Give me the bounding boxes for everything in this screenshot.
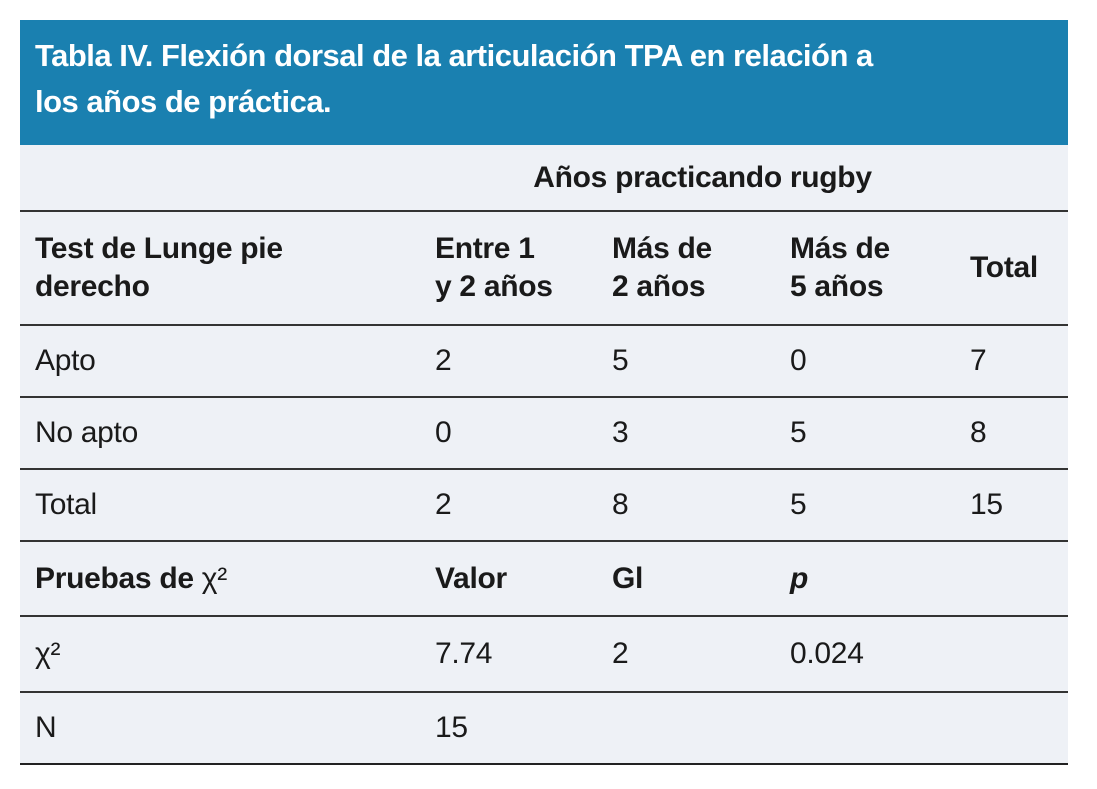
cell-value: 5 [790,488,807,521]
stats-header-p: p [790,561,809,595]
cell-value: 2 [435,488,452,521]
cell-value: 7.74 [435,637,493,670]
table-title: Tabla IV. Flexión dorsal de la articulac… [20,20,1068,145]
cell-value: 2 [612,637,629,670]
stats-row-chi-squared: χ² 7.74 2 0.024 [20,617,1068,693]
group-header-row: Años practicando rugby [20,145,1068,212]
column-header-entre-1-y-2: Entre 1 y 2 años [435,232,553,303]
row-label: Apto [35,344,96,377]
data-table: Años practicando rugby Test de Lunge pie… [20,145,1068,765]
stats-row-n: N 15 [20,693,1068,765]
cell-value: 8 [612,488,629,521]
table-row-apto: Apto 2 5 0 7 [20,326,1068,398]
row-label: N [35,711,57,744]
stats-header-prefix: Pruebas de [35,561,202,595]
cell-value: 5 [790,416,807,449]
row-label: χ² [35,637,61,670]
stats-header-gl: Gl [612,561,644,595]
group-header: Años practicando rugby [533,160,872,194]
column-header-row: Test de Lunge pie derecho Entre 1 y 2 añ… [20,212,1068,326]
stats-header-valor: Valor [435,561,507,595]
column-header-total: Total [970,251,1038,284]
cell-value: 0 [790,344,807,377]
chi-squared-symbol: χ² [201,561,227,595]
cell-value: 3 [612,416,629,449]
row-label: No apto [35,416,138,449]
table-row-total: Total 2 8 5 15 [20,470,1068,542]
cell-value: 2 [435,344,452,377]
cell-value: 7 [970,344,987,377]
column-header-mas-de-5: Más de 5 años [790,232,890,303]
stats-header-label: Pruebas de χ² [20,562,435,596]
cell-value: 0.024 [790,637,864,670]
row-label: Total [35,488,97,521]
stats-header-row: Pruebas de χ² Valor Gl p [20,542,1068,617]
cell-value: 15 [435,711,468,744]
table-card: Tabla IV. Flexión dorsal de la articulac… [20,20,1068,765]
column-header-mas-de-2: Más de 2 años [612,232,712,303]
cell-value: 5 [612,344,629,377]
cell-value: 8 [970,416,987,449]
cell-value: 0 [435,416,452,449]
column-header-test: Test de Lunge pie derecho [35,232,283,303]
table-row-no-apto: No apto 0 3 5 8 [20,398,1068,470]
cell-value: 15 [970,488,1003,521]
